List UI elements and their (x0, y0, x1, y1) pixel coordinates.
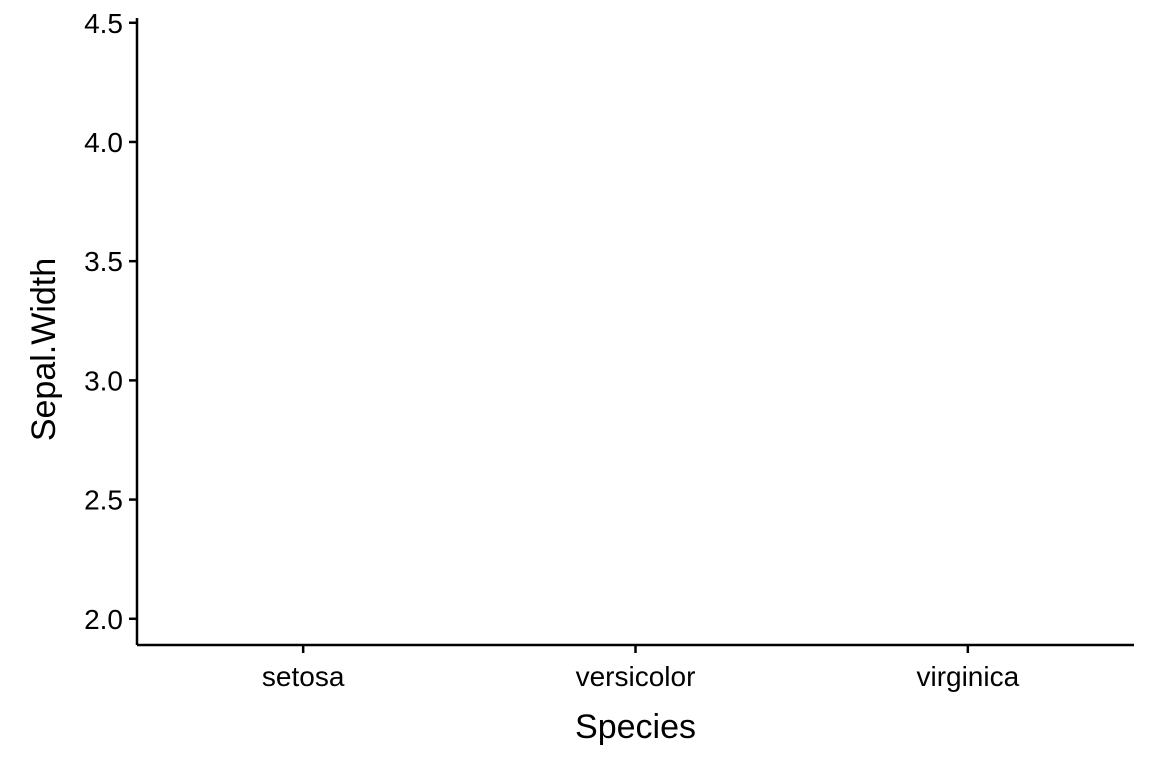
y-tick-label: 2.5 (84, 485, 123, 516)
y-tick-label: 4.0 (84, 127, 123, 158)
y-tick-label: 3.5 (84, 246, 123, 277)
y-axis: 2.0 2.5 3.0 3.5 4.0 4.5 (84, 8, 139, 645)
x-tick-label: setosa (262, 661, 345, 692)
y-tick-label: 4.5 (84, 8, 123, 39)
x-tick-label: virginica (916, 661, 1019, 692)
y-tick-label: 3.0 (84, 365, 123, 396)
y-axis-title: Sepal.Width (25, 258, 63, 441)
x-axis-title: Species (575, 708, 696, 746)
x-axis: setosa versicolor virginica (137, 643, 1134, 692)
y-tick-label: 2.0 (84, 604, 123, 635)
x-tick-label: versicolor (576, 661, 696, 692)
